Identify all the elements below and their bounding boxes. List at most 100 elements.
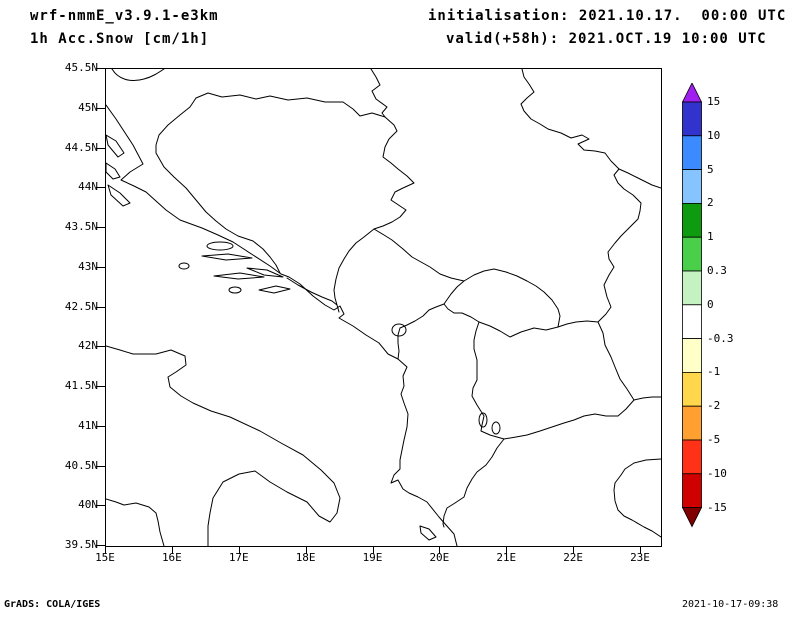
colorbar-segment	[682, 135, 702, 170]
lat-tick-label: 41N	[78, 418, 98, 432]
lon-tick-label: 19E	[362, 551, 383, 564]
border-serbia-macedonia	[557, 320, 599, 328]
lat-tick-mark	[96, 545, 105, 546]
lat-tick-mark	[96, 346, 105, 348]
lon-tick-label: 18E	[295, 551, 316, 564]
island-pag	[106, 134, 125, 158]
lat-tick-label: 42N	[78, 339, 98, 353]
islands	[106, 134, 437, 541]
product-name: 1h Acc.Snow [cm/1h]	[30, 31, 210, 47]
lon-tick-label: 20E	[429, 551, 450, 564]
border-romania-bulgaria	[618, 168, 661, 189]
lon-tick-mark	[439, 546, 441, 554]
colorbar-segment	[682, 473, 702, 508]
colorbar-segment	[682, 439, 702, 475]
lake-ohrid	[478, 412, 488, 428]
island-brac	[206, 241, 234, 251]
lon-tick-mark	[105, 546, 106, 554]
border-serbia-montenegro	[373, 228, 465, 282]
lat-tick-label: 42.5N	[64, 299, 98, 313]
colorbar-segment	[682, 203, 702, 238]
border-albania-greece	[442, 438, 505, 528]
colorbar-segment	[682, 371, 702, 407]
colorbar-label: -2	[707, 399, 721, 413]
lake-scutari	[391, 323, 407, 337]
colorbar-label: 2	[707, 196, 714, 210]
lon-tick-label: 23E	[630, 551, 650, 564]
border-croatia-bosnia-north	[195, 92, 386, 118]
border-macedonia-greece	[503, 399, 635, 440]
lat-tick-label: 40.5N	[64, 458, 98, 472]
peninsula-peljesac	[246, 267, 284, 278]
colorbar-arrow-top	[681, 82, 703, 103]
colorbar-label: 5	[707, 162, 714, 176]
island-vis	[178, 262, 190, 270]
lat-tick-label: 43N	[78, 259, 98, 273]
lon-tick-label: 17E	[228, 551, 249, 564]
colorbar-label: 10	[707, 128, 721, 142]
colorbar-arrow-bottom	[681, 507, 703, 528]
colorbar-segment	[682, 304, 702, 340]
lat-tick-mark	[96, 266, 105, 268]
colorbar-label: 0.3	[707, 264, 727, 277]
border-slovenia-croatia	[111, 69, 165, 82]
lat-tick-label: 44N	[78, 180, 98, 194]
grads-credit: GrADS: COLA/IGES	[4, 599, 101, 610]
lon-tick-label: 21E	[496, 551, 517, 564]
lat-tick-mark	[96, 187, 105, 189]
colorbar-label: 15	[707, 95, 721, 108]
colorbar-segment	[682, 236, 702, 272]
lat-tick-mark	[96, 386, 105, 387]
coastline-aegean	[613, 458, 661, 538]
lon-tick-mark	[640, 546, 641, 554]
colorbar-svg	[681, 82, 703, 528]
lon-tick-label: 15E	[95, 551, 115, 564]
colorbar-segment	[682, 101, 702, 137]
lon-tick-label: 16E	[161, 551, 182, 564]
lake-prespa	[491, 421, 501, 435]
colorbar-label: 1	[707, 230, 714, 244]
colorbar-label: 0	[707, 297, 714, 311]
lon-tick-mark	[305, 546, 307, 554]
border-serbia-romania	[520, 69, 620, 170]
island-pag-south	[106, 162, 121, 180]
lat-tick-mark	[96, 425, 105, 427]
colorbar-segment	[682, 338, 702, 373]
colorbar-label: -10	[707, 466, 727, 480]
island-dugi-otok	[107, 184, 131, 207]
lat-tick-mark	[96, 147, 105, 149]
lat-tick-label: 43.5N	[64, 220, 98, 233]
lon-tick-mark	[238, 546, 240, 554]
lat-tick-label: 39.5N	[64, 538, 98, 551]
border-bosnia-serbia	[373, 116, 415, 230]
border-kosovo	[443, 268, 561, 338]
coastline-italy	[106, 345, 341, 546]
lon-tick-mark	[372, 546, 374, 554]
colorbar-segment	[682, 169, 702, 204]
colorbar-label: -15	[707, 500, 727, 514]
colorbar-label: -5	[707, 433, 721, 446]
border-macedonia-bulgaria	[597, 321, 635, 401]
lat-tick-label: 45.5N	[64, 61, 98, 74]
lat-tick-label: 41.5N	[64, 379, 98, 392]
border-croatia-bosnia-west	[155, 97, 281, 274]
model-name: wrf-nmmE_v3.9.1-e3km	[30, 8, 219, 24]
border-croatia-serbia	[370, 69, 388, 118]
island-lastovo	[228, 286, 242, 294]
lon-tick-mark	[506, 546, 508, 554]
map-frame	[105, 68, 662, 547]
colorbar-label: -1	[707, 365, 721, 379]
lat-tick-mark	[96, 227, 105, 228]
border-montenegro-albania	[397, 303, 445, 360]
coastlines	[106, 104, 661, 546]
lat-tick-mark	[96, 505, 105, 507]
coastline-east-adriatic	[106, 104, 458, 546]
coastline-tyrrhenian	[106, 498, 165, 546]
colorbar-label: -0.3	[707, 331, 734, 345]
lakes	[391, 323, 501, 435]
lat-tick-label: 45N	[78, 100, 98, 114]
country-borders	[111, 69, 661, 528]
valid-time: valid(+58h): 2021.OCT.19 10:00 UTC	[446, 31, 767, 47]
border-albania-macedonia	[471, 321, 505, 440]
